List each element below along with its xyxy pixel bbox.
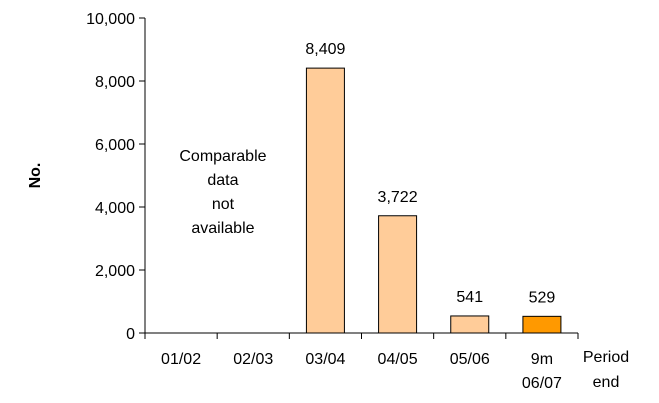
bar <box>305 67 345 334</box>
x-axis: 01/02 02/03 03/04 04/05 05/06 9m 06/07 <box>144 332 579 392</box>
x-tick-label: 05/06 <box>450 351 490 368</box>
y-tick-label: 0 <box>126 326 135 343</box>
data-label: 541 <box>456 289 483 306</box>
y-tick-label: 2,000 <box>95 263 135 280</box>
y-axis-title: No. <box>27 163 44 189</box>
x-tick-label: 06/07 <box>522 375 562 392</box>
bar <box>522 315 562 334</box>
annotation-line: available <box>191 220 254 237</box>
data-label: 8,409 <box>305 41 345 58</box>
x-tick-label: 01/02 <box>161 351 201 368</box>
x-tick-label: 02/03 <box>233 351 273 368</box>
bar <box>378 215 418 334</box>
x-tick-label: 9m <box>531 351 553 368</box>
x-tick-label: 03/04 <box>305 351 345 368</box>
bars: 8,409 3,722 541 529 <box>305 41 562 334</box>
data-label: 3,722 <box>378 189 418 206</box>
x-axis-title: Period <box>583 349 629 366</box>
annotation-line: not <box>212 196 235 213</box>
annotation-line: Comparable <box>179 148 266 165</box>
x-axis-title: end <box>593 374 620 391</box>
y-tick-label: 6,000 <box>95 137 135 154</box>
y-tick-label: 8,000 <box>95 74 135 91</box>
annotation: Comparable data not available <box>179 148 266 237</box>
y-tick-label: 10,000 <box>86 11 135 28</box>
annotation-line: data <box>207 172 238 189</box>
y-axis: 0 2,000 4,000 6,000 8,000 10,000 <box>86 11 146 343</box>
y-axis-title-group: No. <box>27 163 44 189</box>
x-tick-label: 04/05 <box>378 351 418 368</box>
bar <box>450 315 490 334</box>
y-tick-label: 4,000 <box>95 200 135 217</box>
data-label: 529 <box>529 289 556 306</box>
x-axis-title-group: Period end <box>583 349 629 391</box>
